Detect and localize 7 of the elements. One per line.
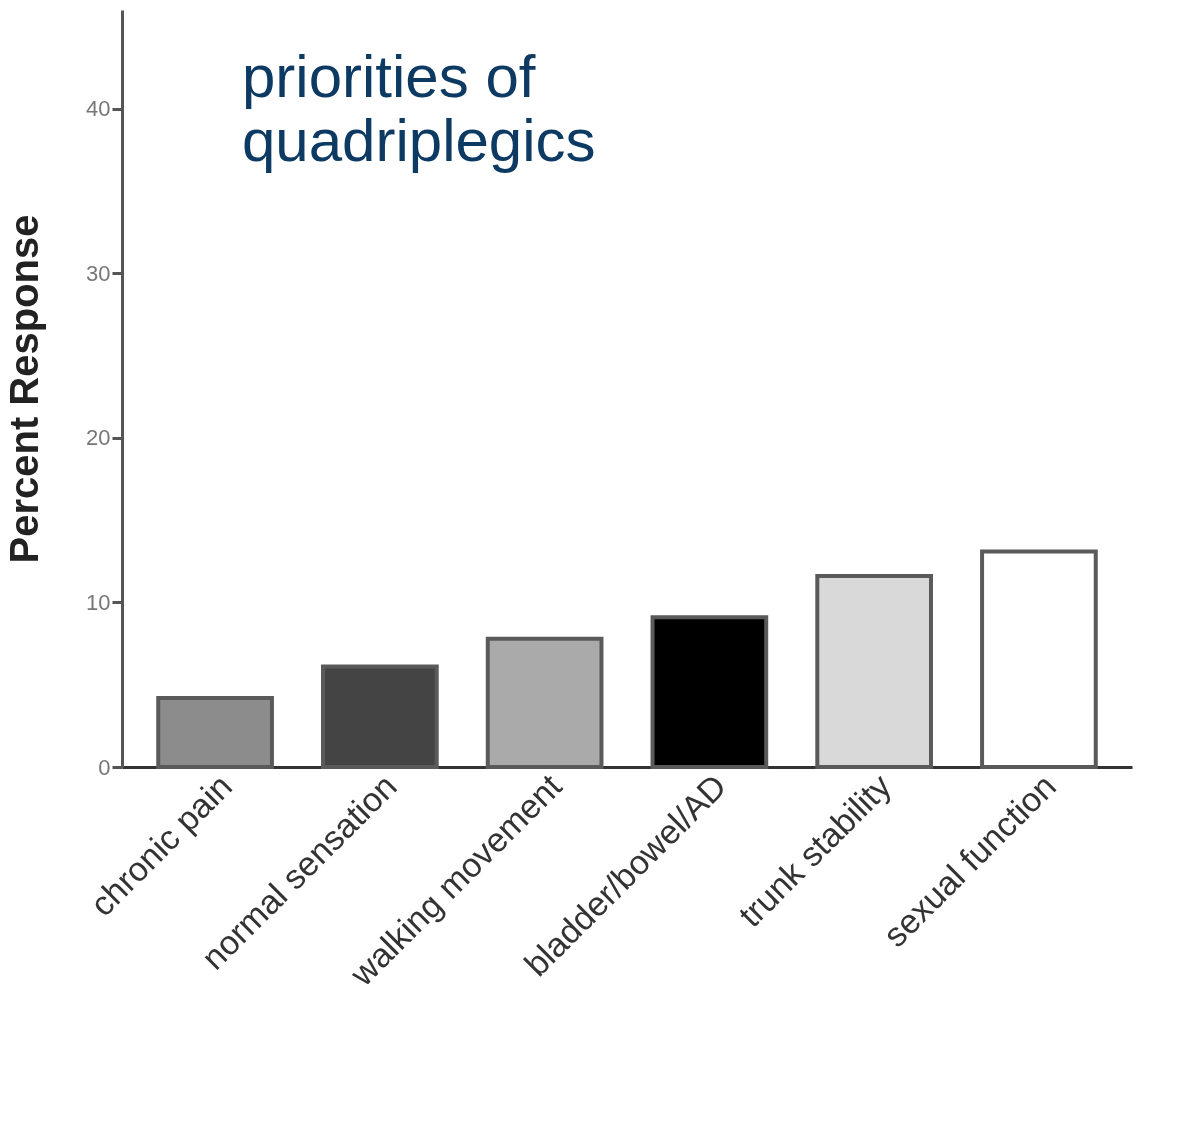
text: priorities of quadriplegics — [242, 43, 596, 174]
y-tick-label: 0 — [98, 754, 111, 780]
y-axis-title: Percent Response — [2, 214, 47, 564]
y-tick-label: 10 — [86, 589, 111, 615]
y-tick-label: 40 — [86, 96, 111, 122]
y-tick-label: 30 — [86, 260, 111, 286]
y-tick-label: 20 — [86, 425, 111, 451]
